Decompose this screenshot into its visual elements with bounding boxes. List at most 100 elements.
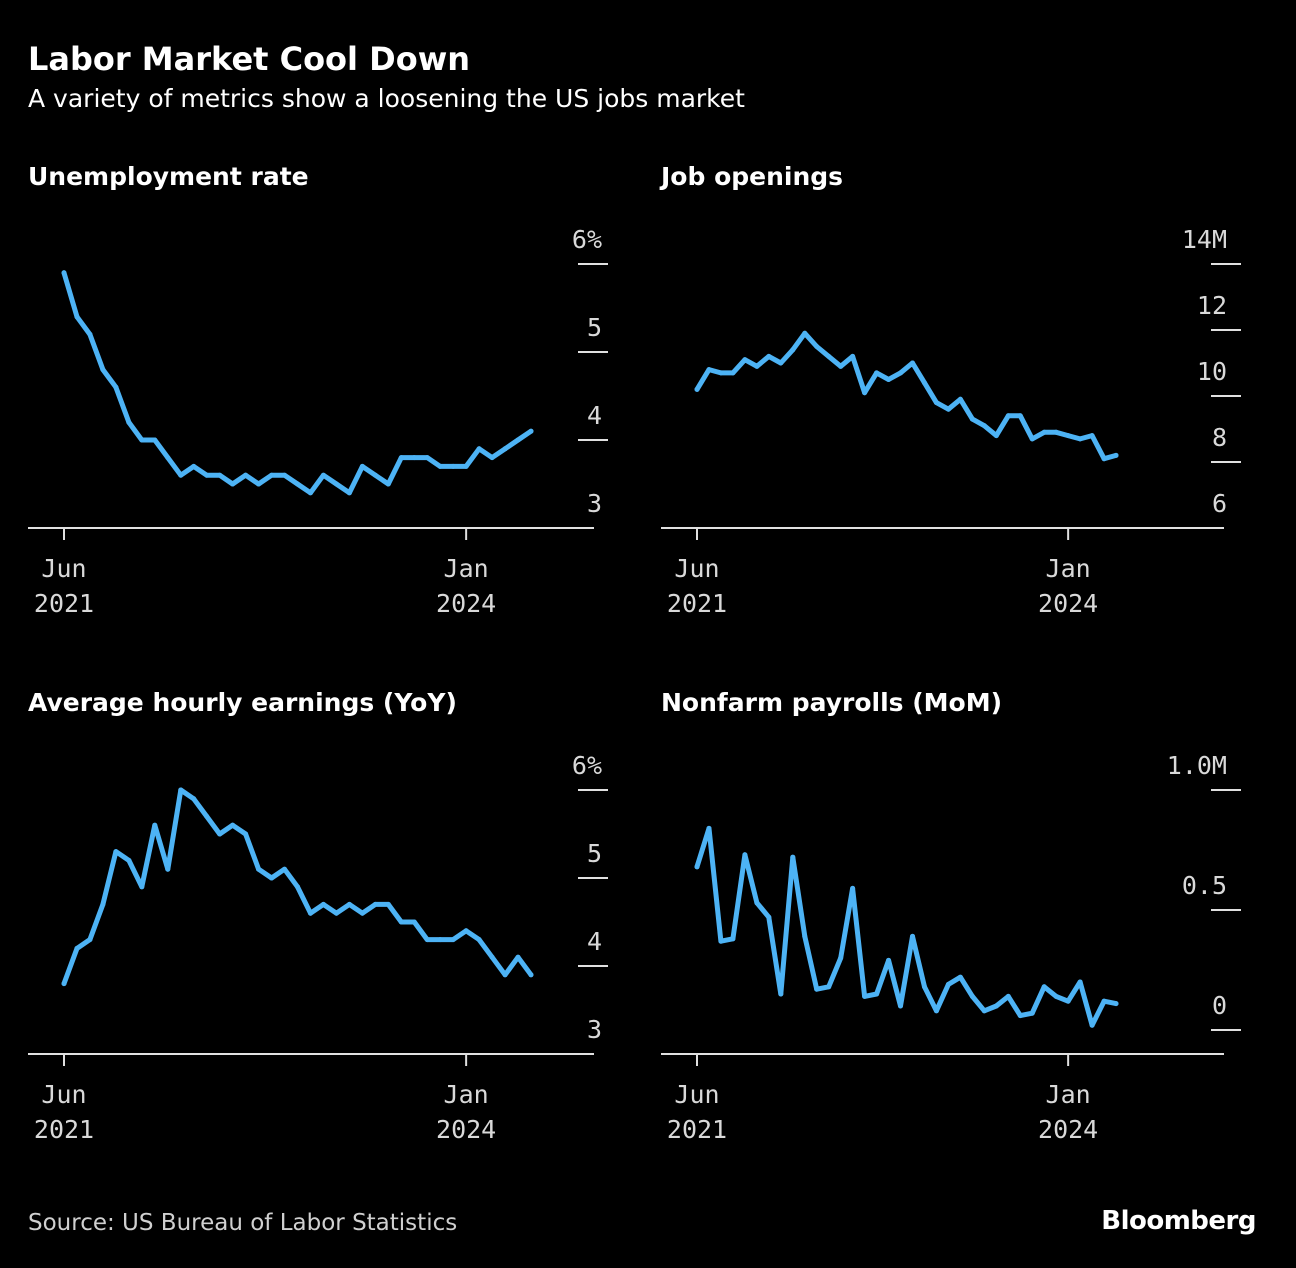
data-point xyxy=(398,919,404,925)
y-tick-label: 12 xyxy=(1197,291,1227,320)
series-line xyxy=(694,825,1119,1028)
data-point xyxy=(411,919,417,925)
chart-title: Labor Market Cool Down xyxy=(28,40,471,78)
data-point xyxy=(424,455,430,461)
data-point xyxy=(874,991,880,997)
data-point xyxy=(993,1003,999,1009)
data-point xyxy=(945,406,951,412)
data-point xyxy=(230,481,236,487)
y-tick-label: 0.5 xyxy=(1182,871,1227,900)
data-point xyxy=(307,490,313,496)
data-point xyxy=(838,955,844,961)
data-point xyxy=(100,901,106,907)
x-tick-label-month: Jan xyxy=(444,554,489,583)
data-point xyxy=(61,270,67,276)
data-point xyxy=(489,455,495,461)
data-point xyxy=(945,981,951,987)
y-tick-label: 14M xyxy=(1182,225,1227,254)
x-tick-label-year: 2024 xyxy=(1038,589,1098,618)
data-point xyxy=(424,937,430,943)
x-tick-label-year: 2021 xyxy=(34,589,94,618)
data-point xyxy=(1017,413,1023,419)
x-tick-label-month: Jun xyxy=(41,1080,86,1109)
data-point xyxy=(191,796,197,802)
panel-title: Unemployment rate xyxy=(28,162,309,191)
data-point xyxy=(126,857,132,863)
data-point xyxy=(113,384,119,390)
data-point xyxy=(981,1008,987,1014)
data-point xyxy=(320,901,326,907)
data-point xyxy=(230,822,236,828)
data-point xyxy=(450,937,456,943)
y-tick-label: 3 xyxy=(587,1015,602,1044)
data-point xyxy=(1053,429,1059,435)
data-point xyxy=(320,472,326,478)
data-point xyxy=(957,396,963,402)
data-point xyxy=(1065,998,1071,1004)
y-tick-label: 6% xyxy=(572,751,602,780)
data-point xyxy=(981,423,987,429)
data-point xyxy=(1077,979,1083,985)
data-point xyxy=(838,363,844,369)
panel-title: Job openings xyxy=(661,162,844,191)
data-point xyxy=(61,981,67,987)
x-tick-label-year: 2024 xyxy=(436,589,496,618)
data-point xyxy=(515,437,521,443)
series-line xyxy=(694,330,1119,462)
panel-job-openings: Job openings 6 8 10 12 14M Jun 2021 Jan 2024 xyxy=(661,162,1296,682)
data-point xyxy=(463,463,469,469)
data-point xyxy=(766,353,772,359)
data-point xyxy=(754,900,760,906)
data-point xyxy=(1005,993,1011,999)
data-point xyxy=(766,914,772,920)
data-point xyxy=(1017,1013,1023,1019)
x-tick-label-year: 2021 xyxy=(667,1115,727,1144)
source-note: Source: US Bureau of Labor Statistics xyxy=(28,1210,458,1236)
data-point xyxy=(993,433,999,439)
y-tick-label: 6 xyxy=(1212,489,1227,518)
data-point xyxy=(385,901,391,907)
data-point xyxy=(814,344,820,349)
data-point xyxy=(969,993,975,999)
data-point xyxy=(1053,993,1059,999)
data-point xyxy=(437,463,443,469)
data-point xyxy=(139,437,145,443)
data-point xyxy=(874,370,880,376)
data-point xyxy=(191,463,197,469)
data-point xyxy=(850,353,856,359)
data-point xyxy=(886,377,892,382)
data-point xyxy=(1089,1022,1095,1028)
data-point xyxy=(718,370,724,376)
y-tick-label: 0 xyxy=(1212,991,1227,1020)
data-point xyxy=(437,937,443,943)
data-point xyxy=(957,974,963,980)
data-point xyxy=(1029,1010,1035,1016)
data-point xyxy=(921,984,927,990)
data-point xyxy=(790,854,796,860)
data-point xyxy=(204,813,210,819)
data-point xyxy=(359,463,365,469)
hourly-earnings-chart: 3 4 5 6% Jun 2021 Jan 2024 xyxy=(28,751,608,1144)
data-point xyxy=(476,937,482,943)
data-point xyxy=(1065,433,1071,439)
data-point xyxy=(502,972,508,978)
data-point xyxy=(502,446,508,452)
data-point xyxy=(256,866,262,872)
data-point xyxy=(898,1003,904,1009)
x-tick-label-month: Jan xyxy=(1046,554,1091,583)
data-point xyxy=(398,455,404,461)
data-point xyxy=(1113,1001,1119,1007)
job-openings-chart: 6 8 10 12 14M Jun 2021 Jan 2024 xyxy=(661,225,1241,618)
data-point xyxy=(528,972,534,978)
data-point xyxy=(87,331,93,337)
data-point xyxy=(333,481,339,487)
data-point xyxy=(933,400,939,406)
y-tick-label: 5 xyxy=(587,313,602,342)
data-point xyxy=(256,481,262,487)
data-point xyxy=(826,353,832,359)
data-point xyxy=(1101,456,1107,462)
data-point xyxy=(778,991,784,997)
bloomberg-logo: Bloomberg xyxy=(1101,1206,1256,1236)
data-point xyxy=(269,472,275,478)
data-point xyxy=(113,849,119,855)
